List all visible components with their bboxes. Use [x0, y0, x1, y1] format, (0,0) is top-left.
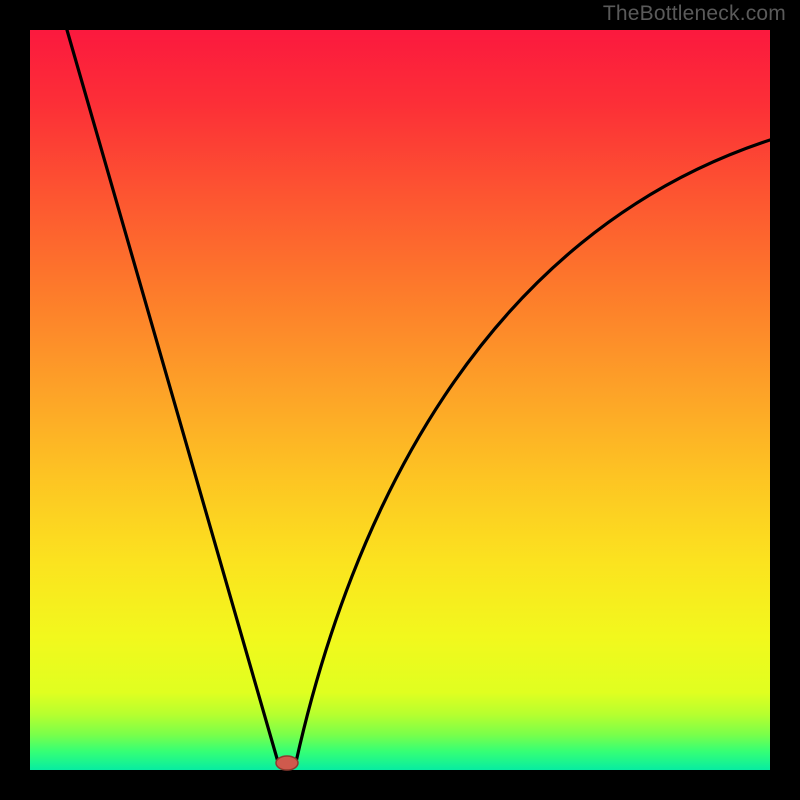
bottleneck-chart: [0, 0, 800, 800]
optimal-point-marker: [276, 756, 298, 770]
chart-background-gradient: [30, 30, 770, 770]
watermark-text: TheBottleneck.com: [603, 2, 786, 26]
